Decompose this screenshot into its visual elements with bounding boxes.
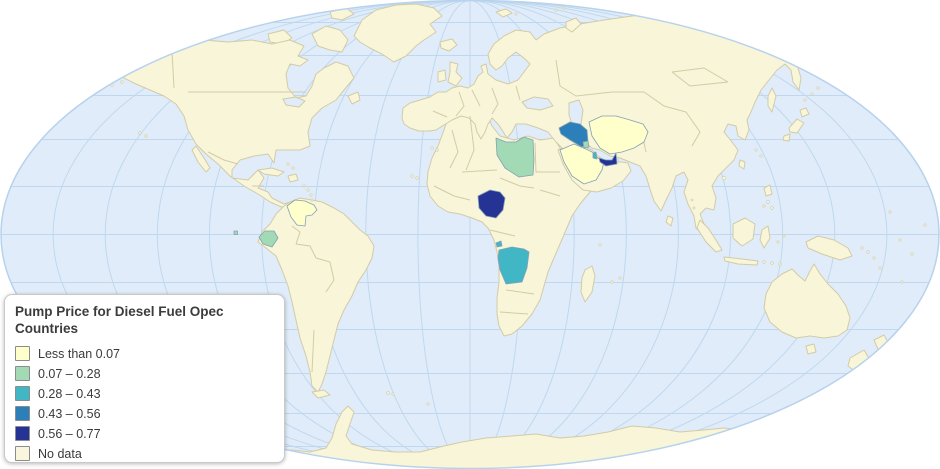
landmass-kyushu: [782, 133, 791, 142]
country-angola-cabinda[interactable]: [495, 240, 503, 248]
landmass-hokkaido: [799, 107, 810, 118]
landmass-africa: [426, 107, 597, 337]
landmass-sulawesi: [759, 225, 771, 249]
landmass-tierra-del-fuego: [311, 389, 331, 399]
landmass-australia: [763, 263, 851, 339]
small-islands: [80, 6, 927, 406]
legend-item: 0.28 – 0.43: [15, 384, 274, 404]
legend-swatch-028-043: [15, 386, 30, 402]
landmass-philippines: [763, 184, 773, 197]
landmass-hispaniola: [287, 173, 299, 183]
legend-item-label: 0.56 – 0.77: [38, 426, 101, 441]
legend-swatch-056-077: [15, 426, 30, 442]
landmass-tasmania: [805, 343, 817, 355]
legend-swatch-007-028: [15, 366, 30, 382]
legend-swatch-less-than-007: [15, 346, 30, 362]
country-iran[interactable]: [588, 115, 649, 155]
legend-item: Less than 0.07: [15, 344, 274, 364]
landmass-taiwan: [738, 159, 746, 170]
inland-seas: [282, 96, 584, 128]
landmass-greenland: [353, 3, 443, 63]
legend-item-label: No data: [38, 446, 82, 461]
legend-swatch-no-data: [15, 446, 30, 462]
landmass-newfoundland: [347, 91, 361, 105]
opec-countries: [233, 115, 649, 285]
landmass-cuba: [257, 167, 285, 177]
landmass-honshu: [788, 118, 805, 134]
country-ecuador[interactable]: [258, 230, 279, 248]
legend-item-label: 0.28 – 0.43: [38, 386, 101, 401]
landmass-java: [723, 256, 759, 266]
black-sea: [521, 96, 554, 111]
country-angola[interactable]: [497, 246, 530, 285]
country-united-arab-emirates[interactable]: [598, 152, 618, 167]
country-galapagos-islands[interactable]: [233, 230, 238, 235]
landmass-great-britain: [447, 61, 463, 87]
legend-swatch-043-056: [15, 406, 30, 422]
legend-panel: Pump Price for Diesel Fuel Opec Countrie…: [4, 294, 285, 463]
landmass-sumatra: [696, 219, 723, 253]
legend-items: Less than 0.07 0.07 – 0.28 0.28 – 0.43 0…: [15, 344, 274, 464]
landmass-ireland: [437, 69, 447, 83]
country-borders: [171, 51, 729, 373]
landmass-borneo: [732, 217, 756, 247]
legend-item-label: 0.43 – 0.56: [38, 406, 101, 421]
country-kuwait[interactable]: [582, 140, 590, 149]
landmass-madagascar: [580, 265, 596, 303]
great-lakes: [282, 96, 306, 108]
landmass-south-america: [257, 197, 375, 393]
legend-item-label: Less than 0.07: [38, 346, 121, 361]
landmass-baja-california: [191, 145, 211, 173]
landmass-baffin-island: [311, 25, 349, 53]
legend-item: No data: [15, 444, 274, 464]
landmass-svalbard: [495, 8, 513, 18]
legend-item-label: 0.07 – 0.28: [38, 366, 101, 381]
landmass-iceland: [439, 38, 458, 52]
landmass-new-guinea: [805, 235, 853, 261]
landmass-sri-lanka: [665, 215, 674, 227]
landmass-eurasia: [401, 12, 917, 235]
legend-item: 0.43 – 0.56: [15, 404, 274, 424]
country-qatar[interactable]: [592, 151, 598, 160]
country-libya[interactable]: [495, 136, 535, 178]
legend-item: 0.07 – 0.28: [15, 364, 274, 384]
country-nigeria[interactable]: [477, 189, 506, 219]
legend-title: Pump Price for Diesel Fuel Opec Countrie…: [15, 304, 224, 336]
legend-item: 0.56 – 0.77: [15, 424, 274, 444]
country-venezuela[interactable]: [286, 199, 318, 227]
landmass-novaya-zemlya: [565, 17, 582, 33]
caspian-sea: [568, 99, 584, 128]
landmass-sakhalin: [767, 87, 777, 113]
